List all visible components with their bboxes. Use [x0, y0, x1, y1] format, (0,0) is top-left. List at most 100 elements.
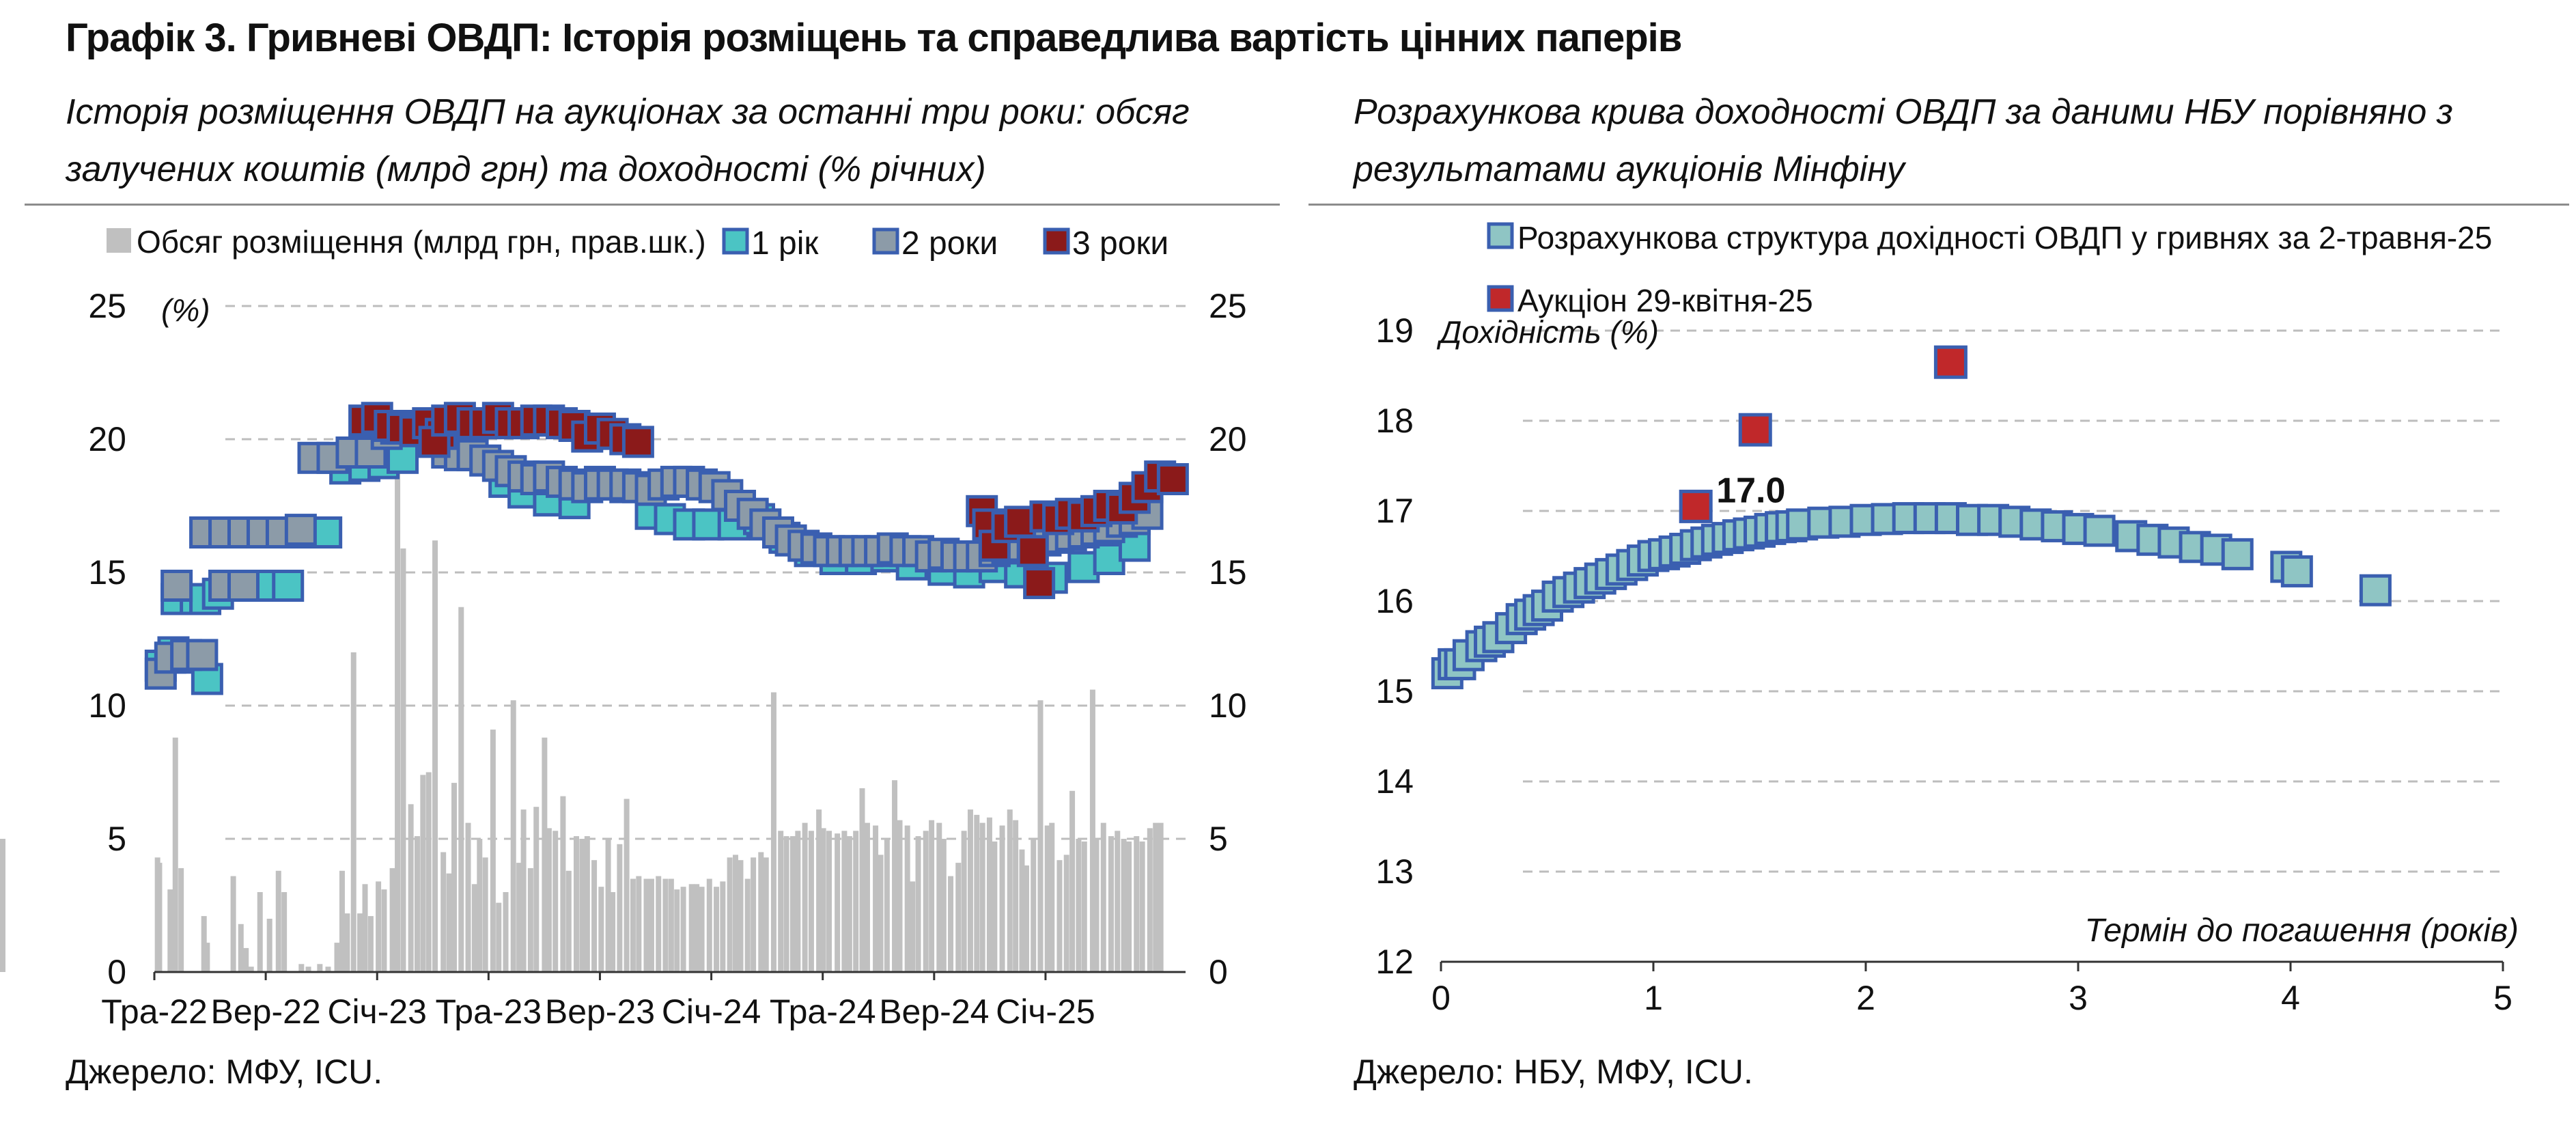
- left-x-tick: Січ-25: [996, 993, 1095, 1031]
- volume-bar: [904, 825, 910, 972]
- legend-label-2: 2 роки: [901, 225, 998, 262]
- volume-bar: [648, 878, 654, 972]
- series-2-point: [227, 570, 260, 602]
- page-title: Графік 3. Гривневі ОВДП: Історія розміще…: [66, 16, 1682, 60]
- left-x-tick: Вер-24: [879, 993, 989, 1031]
- legend-swatch-auction: [1487, 285, 1514, 312]
- right-y-tick: 17: [1375, 492, 1414, 530]
- curve-point: [2221, 538, 2254, 570]
- volume-bar: [305, 967, 311, 972]
- volume-bar: [758, 852, 764, 972]
- volume-bar: [923, 831, 929, 972]
- left-x-tick: Тра-23: [436, 993, 542, 1031]
- volume-bar: [763, 857, 769, 972]
- volume-bar: [520, 809, 527, 972]
- volume-bar: [496, 902, 502, 972]
- volume-bar: [389, 868, 395, 972]
- left-divider: [25, 204, 1280, 206]
- auction-point: [1679, 489, 1713, 523]
- left-y2-tick: 10: [1209, 686, 1247, 725]
- left-x-tick: Тра-24: [770, 993, 876, 1031]
- volume-bar: [999, 825, 1005, 972]
- legend-label-auction: Аукціон 29-квітня-25: [1517, 283, 1813, 318]
- volume-bar: [325, 967, 331, 972]
- volume-bar: [835, 833, 841, 972]
- volume-bar: [395, 441, 401, 972]
- series-2-point: [186, 639, 219, 671]
- volume-bar: [598, 887, 604, 972]
- volume-bar: [334, 943, 340, 972]
- volume-bar: [656, 876, 662, 972]
- volume-bar: [680, 887, 686, 972]
- volume-bar: [961, 831, 967, 972]
- series-1-point: [272, 570, 305, 602]
- volume-bar: [465, 822, 471, 972]
- volume-bar: [546, 828, 552, 972]
- volume-bar: [510, 700, 516, 972]
- left-y-axis-label: (%): [161, 292, 210, 328]
- volume-bar: [897, 820, 903, 972]
- volume-bar: [662, 878, 669, 972]
- volume-bar: [266, 919, 272, 972]
- left-y-tick: 10: [88, 686, 126, 725]
- left-y2-tick: 0: [1209, 953, 1228, 991]
- legend-label-1: 1 рік: [751, 225, 819, 262]
- volume-bar: [720, 881, 726, 972]
- series-2-point: [284, 514, 317, 546]
- volume-bar: [778, 831, 784, 972]
- volume-bar: [527, 868, 533, 972]
- auction-annotation: 17.0: [1716, 471, 1785, 510]
- volume-bar: [1076, 839, 1082, 972]
- right-y-tick: 14: [1375, 762, 1414, 801]
- volume-bar: [636, 876, 642, 972]
- legend-swatch-1: [722, 227, 749, 255]
- volume-bar: [605, 839, 611, 972]
- volume-bar: [808, 831, 814, 972]
- right-y-tick: 12: [1375, 943, 1414, 981]
- volume-bar: [339, 870, 345, 972]
- volume-bar: [560, 796, 566, 972]
- volume-bar: [257, 892, 263, 972]
- volume-bar: [503, 892, 509, 972]
- volume-bar: [892, 780, 898, 972]
- volume-bar: [674, 889, 680, 972]
- volume-bar: [552, 831, 559, 972]
- volume-bar: [1108, 836, 1114, 972]
- volume-bar: [446, 873, 452, 972]
- curve-point: [2083, 514, 2116, 547]
- series-3-point: [1156, 463, 1189, 495]
- legend-label-curve: Розрахункова структура дохідності ОВДП у…: [1517, 220, 2492, 255]
- volume-bar: [915, 836, 921, 972]
- volume-bar: [699, 887, 705, 972]
- volume-bar: [929, 820, 935, 972]
- volume-bar: [688, 884, 695, 972]
- volume-bar: [317, 964, 323, 972]
- volume-bar: [1089, 689, 1095, 972]
- right-divider: [1308, 204, 2569, 206]
- right-y-tick: 16: [1375, 582, 1414, 620]
- volume-bar: [350, 652, 356, 972]
- volume-bar: [1139, 841, 1145, 972]
- volume-bar: [1049, 822, 1055, 972]
- volume-bar: [955, 863, 962, 972]
- volume-bar: [948, 876, 954, 972]
- left-x-tick: Січ-23: [327, 993, 427, 1031]
- volume-bar: [816, 809, 822, 972]
- volume-bar: [624, 799, 630, 972]
- volume-bar: [617, 844, 623, 972]
- volume-bar: [789, 836, 796, 972]
- volume-bar: [1007, 809, 1013, 972]
- volume-bar: [201, 916, 207, 972]
- left-x-tick: Вер-23: [545, 993, 655, 1031]
- left-y2-tick: 20: [1209, 420, 1247, 458]
- volume-bar: [992, 841, 998, 972]
- right-source: Джерело: НБУ, МФУ, ICU.: [1354, 1053, 1753, 1091]
- curve-point: [2359, 574, 2392, 607]
- left-y2-tick: 15: [1209, 553, 1247, 592]
- volume-bar: [936, 822, 942, 972]
- volume-bar: [471, 884, 477, 972]
- volume-bar: [1013, 820, 1019, 972]
- right-y-axis-label: Дохідність (%): [1436, 314, 1659, 350]
- volume-bar: [533, 807, 540, 972]
